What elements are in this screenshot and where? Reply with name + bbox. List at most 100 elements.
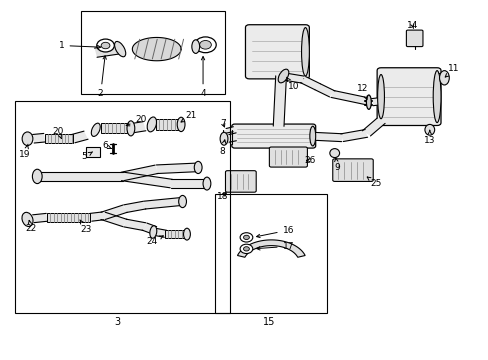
- Text: 14: 14: [406, 21, 418, 30]
- Text: 10: 10: [286, 77, 298, 91]
- Text: 17: 17: [256, 242, 294, 251]
- Text: 21: 21: [181, 111, 196, 122]
- Bar: [164, 230, 185, 238]
- Ellipse shape: [22, 132, 33, 145]
- Polygon shape: [101, 212, 127, 227]
- Text: 1: 1: [59, 41, 101, 50]
- Text: 22: 22: [25, 220, 37, 233]
- Text: 7: 7: [220, 119, 225, 128]
- Ellipse shape: [432, 71, 440, 123]
- Polygon shape: [314, 84, 334, 97]
- Ellipse shape: [377, 75, 384, 119]
- Bar: [215, 194, 327, 313]
- Text: 5: 5: [81, 152, 92, 161]
- Ellipse shape: [439, 71, 448, 85]
- Ellipse shape: [147, 117, 156, 132]
- FancyBboxPatch shape: [376, 68, 440, 126]
- Bar: [86, 147, 100, 157]
- Bar: [15, 101, 229, 313]
- Circle shape: [101, 42, 110, 49]
- Polygon shape: [121, 172, 172, 188]
- Ellipse shape: [329, 149, 339, 158]
- Text: 9: 9: [334, 157, 339, 172]
- Ellipse shape: [127, 121, 135, 136]
- FancyBboxPatch shape: [231, 124, 315, 148]
- Ellipse shape: [220, 132, 227, 145]
- Ellipse shape: [32, 169, 42, 184]
- Text: 2: 2: [98, 56, 106, 98]
- Polygon shape: [330, 90, 367, 104]
- Polygon shape: [237, 240, 305, 257]
- Polygon shape: [132, 37, 181, 61]
- Polygon shape: [225, 127, 236, 135]
- Bar: [47, 213, 90, 222]
- Ellipse shape: [203, 177, 210, 190]
- FancyBboxPatch shape: [245, 25, 309, 79]
- FancyBboxPatch shape: [332, 159, 372, 181]
- Ellipse shape: [278, 69, 288, 83]
- Polygon shape: [171, 179, 205, 188]
- Circle shape: [97, 39, 114, 52]
- Polygon shape: [101, 205, 127, 220]
- Polygon shape: [156, 163, 196, 174]
- Polygon shape: [154, 229, 166, 237]
- Polygon shape: [280, 72, 304, 83]
- Text: 3: 3: [114, 317, 121, 327]
- Polygon shape: [40, 172, 122, 181]
- Text: 26: 26: [304, 156, 315, 165]
- FancyBboxPatch shape: [406, 30, 422, 46]
- Ellipse shape: [194, 161, 202, 174]
- Ellipse shape: [177, 117, 184, 132]
- Bar: [156, 119, 179, 130]
- Polygon shape: [129, 122, 145, 133]
- Ellipse shape: [191, 40, 199, 53]
- Ellipse shape: [309, 126, 315, 146]
- Text: 4: 4: [200, 57, 205, 98]
- Bar: [44, 134, 73, 143]
- FancyBboxPatch shape: [225, 171, 256, 192]
- Ellipse shape: [424, 125, 434, 135]
- Text: 19: 19: [20, 144, 31, 159]
- Polygon shape: [90, 212, 104, 221]
- Polygon shape: [223, 130, 231, 144]
- Polygon shape: [71, 131, 88, 143]
- Text: 12: 12: [356, 84, 367, 99]
- Text: 20: 20: [52, 127, 64, 139]
- Ellipse shape: [91, 123, 100, 136]
- Text: 18: 18: [216, 192, 228, 201]
- Circle shape: [240, 244, 252, 253]
- Text: 23: 23: [80, 220, 92, 234]
- Ellipse shape: [366, 95, 370, 109]
- Text: 15: 15: [262, 317, 275, 327]
- Text: 24: 24: [146, 236, 163, 246]
- Circle shape: [240, 233, 252, 242]
- Text: 25: 25: [366, 177, 381, 188]
- Ellipse shape: [183, 228, 190, 240]
- Polygon shape: [300, 77, 320, 90]
- Text: 6: 6: [102, 141, 111, 150]
- Text: 11: 11: [444, 64, 459, 77]
- Circle shape: [243, 247, 249, 251]
- FancyBboxPatch shape: [269, 147, 307, 167]
- Text: 20: 20: [126, 115, 146, 126]
- Polygon shape: [312, 132, 342, 141]
- Text: 16: 16: [256, 226, 294, 238]
- Polygon shape: [94, 45, 121, 57]
- Circle shape: [199, 41, 211, 49]
- Ellipse shape: [301, 28, 309, 76]
- Bar: [101, 123, 127, 134]
- Ellipse shape: [149, 226, 157, 238]
- Text: 8: 8: [219, 140, 225, 156]
- Polygon shape: [123, 201, 145, 212]
- Circle shape: [243, 235, 249, 239]
- Ellipse shape: [114, 41, 125, 57]
- Polygon shape: [436, 73, 438, 82]
- Polygon shape: [143, 198, 182, 209]
- Bar: [81, 12, 224, 94]
- Polygon shape: [142, 223, 156, 234]
- Polygon shape: [33, 213, 48, 222]
- Polygon shape: [225, 132, 236, 142]
- Polygon shape: [123, 219, 145, 230]
- Circle shape: [194, 37, 216, 53]
- Ellipse shape: [178, 195, 186, 208]
